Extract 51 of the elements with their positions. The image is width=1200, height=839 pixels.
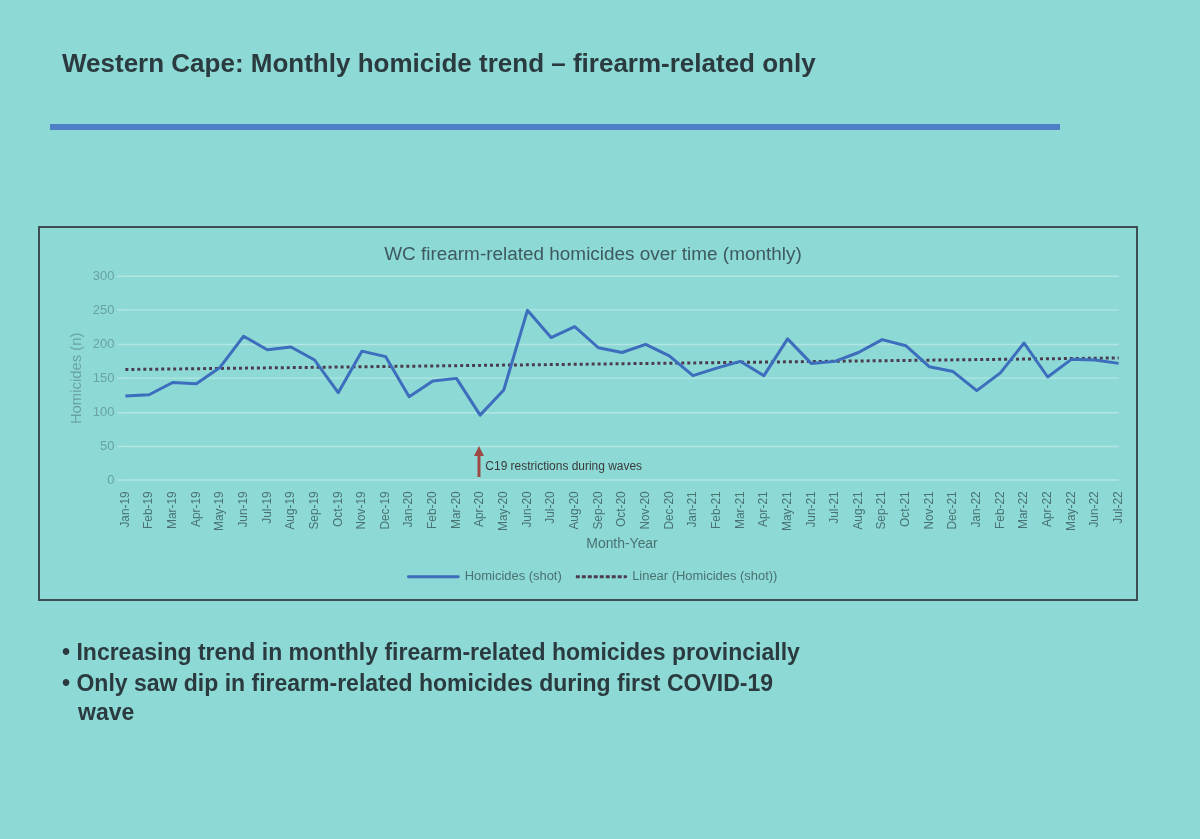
x-tick-label: Mar-20 — [448, 490, 463, 529]
legend-label: Homicides (shot) — [464, 568, 562, 584]
x-tick-label: Jan-22 — [969, 490, 984, 528]
x-tick-label: Aug-21 — [850, 490, 865, 530]
x-tick-label: Dec-19 — [377, 490, 392, 530]
x-tick-label: Jul-19 — [259, 490, 274, 524]
x-axis-title: Month-Year — [586, 535, 659, 551]
x-tick-label: Dec-21 — [945, 490, 960, 530]
x-tick-label: Aug-19 — [283, 490, 298, 530]
x-tick-label: Apr-20 — [472, 490, 487, 527]
x-tick-label: May-20 — [496, 490, 511, 531]
x-tick-label: Jan-19 — [117, 490, 132, 528]
chart-subtitle: WC firearm-related homicides over time (monthly) — [384, 243, 802, 265]
x-tick-label: Jun-21 — [803, 490, 818, 528]
x-tick-label: Feb-22 — [992, 490, 1007, 529]
x-tick-label: Jul-22 — [1110, 490, 1125, 524]
legend-label: Linear (Homicides (shot)) — [632, 568, 778, 584]
x-tick-label: Nov-21 — [921, 490, 936, 530]
x-tick-label: Dec-20 — [661, 490, 676, 530]
x-tick-label: May-22 — [1063, 490, 1078, 531]
x-tick-label: May-21 — [779, 490, 794, 531]
x-tick-label: Sep-19 — [306, 490, 321, 530]
chart-title: Western Cape: Monthly homicide trend – firearm-related only — [62, 48, 816, 79]
x-tick-label: Jun-22 — [1087, 490, 1102, 528]
x-tick-label: Oct-19 — [330, 490, 345, 527]
x-tick-label: Apr-21 — [756, 490, 771, 527]
x-tick-label: Sep-20 — [590, 490, 605, 530]
x-tick-label: Feb-19 — [141, 490, 156, 529]
x-tick-label: Oct-21 — [898, 490, 913, 527]
x-tick-label: Jun-20 — [519, 490, 534, 528]
text: • Only saw dip in firearm-related homicides during first COVID-19 wave — [62, 668, 774, 727]
x-tick-label: Sep-21 — [874, 490, 889, 530]
x-tick-label: Mar-21 — [732, 490, 747, 529]
x-tick-label: Nov-20 — [637, 490, 652, 530]
x-tick-label: Jan-20 — [401, 490, 416, 528]
x-tick-label: Jun-19 — [235, 490, 250, 528]
x-tick-label: Feb-21 — [708, 490, 723, 529]
x-tick-label: Nov-19 — [354, 490, 369, 530]
x-tick-label: Aug-20 — [566, 490, 582, 530]
x-tick-label: Oct-20 — [614, 490, 629, 527]
x-tick-label: Mar-22 — [1016, 490, 1031, 529]
x-tick-label: Jul-21 — [827, 490, 842, 524]
x-tick-label: Apr-22 — [1039, 490, 1055, 527]
x-tick-label: Feb-20 — [425, 490, 440, 529]
text: • Increasing trend in monthly firearm-related homicides provincially — [62, 638, 801, 667]
x-tick-label: May-19 — [212, 490, 227, 531]
annotation: C19 restrictions during waves — [485, 458, 643, 473]
x-tick-label: Jan-21 — [685, 490, 700, 528]
x-tick-label: Apr-19 — [188, 490, 203, 527]
x-tick-label: Mar-19 — [164, 490, 179, 529]
x-tick-label: Jul-20 — [543, 490, 558, 524]
